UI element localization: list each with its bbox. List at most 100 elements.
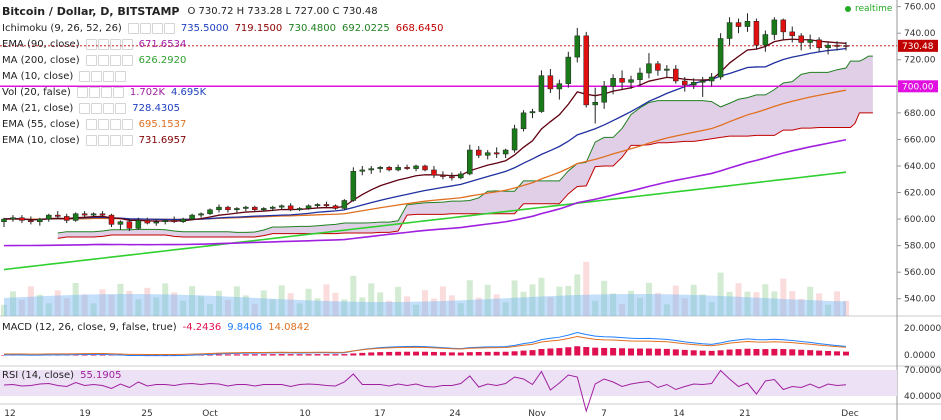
legend-controls[interactable] bbox=[85, 54, 133, 66]
close-icon[interactable] bbox=[109, 38, 121, 50]
legend-controls[interactable] bbox=[76, 86, 124, 98]
close-icon[interactable] bbox=[100, 86, 112, 98]
macd-histogram-bar bbox=[834, 351, 841, 356]
legend-row[interactable]: EMA (90, close) 671.6534 bbox=[2, 36, 449, 52]
symbol-title[interactable]: Bitcoin / Dollar, D, BITSTAMP bbox=[2, 4, 180, 18]
volume-bar bbox=[386, 300, 393, 316]
macd-histogram-bar bbox=[556, 348, 563, 356]
more-icon[interactable] bbox=[121, 38, 133, 50]
more-icon[interactable] bbox=[163, 22, 175, 34]
candle-body bbox=[583, 35, 589, 106]
legend-controls[interactable] bbox=[79, 70, 127, 82]
legend-controls[interactable] bbox=[85, 38, 133, 50]
legend-row[interactable]: EMA (10, close) 731.6957 bbox=[2, 132, 449, 148]
macd-histogram-bar bbox=[547, 348, 554, 356]
settings-icon[interactable] bbox=[139, 22, 151, 34]
eye-icon[interactable] bbox=[127, 22, 139, 34]
eye-icon[interactable] bbox=[85, 134, 97, 146]
macd-histogram-bar bbox=[592, 347, 599, 356]
close-icon[interactable] bbox=[109, 134, 121, 146]
legend-name[interactable]: Vol (20, false) bbox=[2, 86, 71, 98]
legend-row[interactable]: Vol (20, false) 1.702K 4.695K bbox=[2, 84, 449, 100]
candle-body bbox=[413, 165, 419, 169]
volume-bar bbox=[215, 290, 222, 316]
eye-icon[interactable] bbox=[79, 70, 91, 82]
macd-histogram-bar bbox=[699, 350, 706, 356]
eye-icon[interactable] bbox=[76, 86, 88, 98]
eye-icon[interactable] bbox=[85, 38, 97, 50]
close-icon[interactable] bbox=[103, 102, 115, 114]
macd-histogram-bar bbox=[448, 352, 455, 356]
macd-tick-label: 20.0000 bbox=[904, 324, 941, 334]
rsi-legend-name[interactable]: RSI (14, close) bbox=[2, 370, 75, 381]
volume-bar bbox=[843, 300, 849, 316]
price-tick-label: 740.00 bbox=[904, 29, 936, 39]
legend-row[interactable]: MA (200, close) 626.2920 bbox=[2, 52, 449, 68]
legend-name[interactable]: EMA (10, close) bbox=[2, 134, 80, 146]
legend-controls[interactable] bbox=[85, 118, 133, 130]
candle-body bbox=[440, 175, 446, 177]
volume-bar bbox=[81, 294, 88, 316]
legend-name[interactable]: MA (200, close) bbox=[2, 54, 80, 66]
legend-controls[interactable] bbox=[85, 134, 133, 146]
legend-name[interactable]: EMA (55, close) bbox=[2, 118, 80, 130]
legend-row[interactable]: EMA (55, close) 695.1537 bbox=[2, 116, 449, 132]
legend-value: 668.6450 bbox=[395, 22, 444, 34]
settings-icon[interactable] bbox=[91, 102, 103, 114]
volume-bar bbox=[439, 286, 446, 316]
candle-body bbox=[556, 83, 563, 90]
legend-controls[interactable] bbox=[79, 102, 127, 114]
x-tick-label: 14 bbox=[673, 409, 685, 419]
more-icon[interactable] bbox=[121, 54, 133, 66]
ichimoku-span-b bbox=[57, 112, 873, 239]
legend-row[interactable]: MA (10, close) bbox=[2, 68, 449, 84]
macd-histogram-bar bbox=[843, 351, 849, 356]
more-icon[interactable] bbox=[112, 86, 124, 98]
macd-histogram-bar bbox=[538, 349, 545, 356]
close-icon[interactable] bbox=[151, 22, 163, 34]
close-icon[interactable] bbox=[103, 70, 115, 82]
candle-body bbox=[547, 75, 554, 90]
macd-histogram-bar bbox=[681, 349, 688, 356]
legend-row[interactable]: Ichimoku (9, 26, 52, 26) 735.5000 719.1500… bbox=[2, 20, 449, 36]
price-tick-label: 580.00 bbox=[904, 242, 936, 252]
candle-body bbox=[28, 220, 34, 222]
candle-body bbox=[664, 68, 670, 71]
close-icon[interactable] bbox=[109, 118, 121, 130]
legend-controls[interactable] bbox=[127, 22, 175, 34]
eye-icon[interactable] bbox=[85, 54, 97, 66]
candle-body bbox=[216, 206, 222, 211]
ichimoku-span-a bbox=[57, 55, 873, 234]
macd-legend-name[interactable]: MACD (12, 26, close, 9, false, true) bbox=[2, 322, 177, 333]
legend-name[interactable]: Ichimoku (9, 26, 52, 26) bbox=[2, 22, 122, 34]
more-icon[interactable] bbox=[121, 118, 133, 130]
candle-body bbox=[816, 39, 822, 49]
candle-body bbox=[81, 213, 88, 216]
legend-row[interactable]: MA (21, close) 728.4305 bbox=[2, 100, 449, 116]
settings-icon[interactable] bbox=[97, 134, 109, 146]
candle-body bbox=[529, 111, 536, 114]
settings-icon[interactable] bbox=[97, 38, 109, 50]
macd-histogram-bar bbox=[1, 355, 7, 356]
more-icon[interactable] bbox=[115, 70, 127, 82]
more-icon[interactable] bbox=[115, 102, 127, 114]
candle-body bbox=[637, 72, 643, 80]
legend-name[interactable]: EMA (90, close) bbox=[2, 38, 80, 50]
candle-body bbox=[386, 167, 392, 171]
settings-icon[interactable] bbox=[97, 54, 109, 66]
close-icon[interactable] bbox=[109, 54, 121, 66]
candle-body bbox=[323, 204, 330, 207]
settings-icon[interactable] bbox=[88, 86, 100, 98]
legend-name[interactable]: MA (10, close) bbox=[2, 70, 74, 82]
legend-name[interactable]: MA (21, close) bbox=[2, 102, 74, 114]
settings-icon[interactable] bbox=[91, 70, 103, 82]
eye-icon[interactable] bbox=[85, 118, 97, 130]
eye-icon[interactable] bbox=[79, 102, 91, 114]
volume-bar bbox=[189, 286, 196, 316]
settings-icon[interactable] bbox=[97, 118, 109, 130]
macd-legend-value: 14.0842 bbox=[268, 322, 310, 333]
macd-tick-label: 0.0000 bbox=[904, 351, 936, 361]
volume-bar bbox=[592, 300, 599, 316]
more-icon[interactable] bbox=[121, 134, 133, 146]
